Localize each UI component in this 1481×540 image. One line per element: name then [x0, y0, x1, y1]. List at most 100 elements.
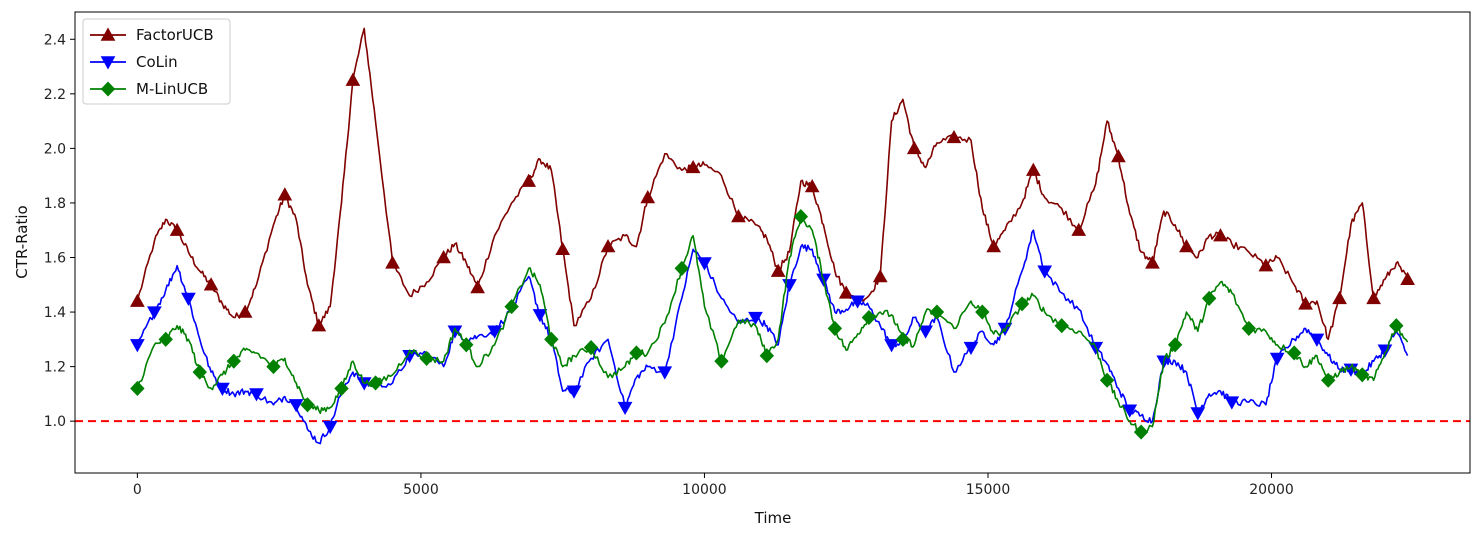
legend-entry: M-LinUCB — [90, 80, 208, 98]
series-factorucb — [130, 27, 1415, 341]
data-point — [147, 306, 162, 320]
series-line — [136, 229, 1409, 445]
data-point — [804, 179, 820, 193]
data-point — [1287, 345, 1302, 361]
y-axis-title: CTR-Ratio — [13, 205, 31, 278]
data-point — [759, 348, 775, 364]
data-point — [1111, 149, 1126, 163]
data-point — [311, 318, 327, 332]
data-point — [850, 295, 865, 309]
data-point — [1389, 318, 1404, 334]
y-tick-label: 1.0 — [44, 414, 66, 430]
data-point — [1190, 407, 1206, 421]
x-tick-label: 20000 — [1249, 482, 1294, 498]
axes-layer: 0 5000 10000 15000 20000 1.0 1.2 1.4 1.6 1.8 2.0 2.… — [44, 11, 1471, 498]
data-point — [322, 420, 338, 435]
legend-swatch-marker — [100, 27, 116, 41]
data-point — [793, 209, 809, 225]
data-point — [838, 285, 854, 299]
x-axis-title: Time — [754, 509, 792, 527]
data-point — [459, 337, 474, 353]
data-point — [1167, 337, 1183, 353]
data-point — [300, 397, 315, 413]
data-point — [419, 350, 434, 366]
legend-swatch-marker — [100, 56, 116, 70]
data-point — [203, 277, 219, 291]
data-point — [884, 339, 899, 353]
data-point — [249, 388, 264, 402]
data-point — [714, 353, 729, 369]
data-point — [1133, 424, 1149, 440]
data-point — [345, 72, 361, 86]
data-point — [334, 380, 349, 396]
data-point — [504, 299, 519, 315]
data-point — [827, 320, 843, 336]
data-point — [1054, 318, 1069, 334]
y-tick-label: 1.4 — [44, 305, 66, 321]
series-line — [136, 27, 1409, 341]
data-point — [1224, 396, 1240, 410]
legend-label: FactorUCB — [136, 26, 214, 44]
data-point — [1179, 239, 1194, 253]
data-point — [555, 241, 571, 256]
data-point — [1014, 296, 1030, 312]
legend-entry: CoLin — [90, 53, 178, 71]
data-point — [1099, 372, 1115, 388]
legend-swatch-marker — [100, 81, 116, 97]
data-point — [895, 331, 911, 347]
legend-entry: FactorUCB — [90, 26, 214, 44]
y-tick-label: 2.4 — [44, 32, 66, 48]
data-point — [277, 187, 293, 201]
data-point — [1026, 162, 1041, 176]
data-point — [861, 309, 877, 326]
data-point — [600, 239, 616, 253]
data-point — [368, 375, 383, 391]
data-point — [1366, 290, 1381, 305]
x-tick-label: 10000 — [682, 482, 727, 498]
data-point — [674, 260, 689, 276]
y-tick-label: 1.8 — [44, 196, 66, 212]
data-point — [697, 257, 712, 271]
data-point — [975, 304, 990, 320]
data-point — [532, 309, 548, 323]
data-point — [544, 331, 559, 347]
data-point — [288, 399, 304, 413]
data-point — [1309, 333, 1325, 347]
data-point — [1241, 320, 1257, 336]
data-point — [1298, 296, 1313, 310]
data-point — [1400, 271, 1415, 286]
data-point — [617, 401, 633, 416]
data-point — [918, 325, 933, 339]
data-point — [986, 239, 1002, 253]
data-point — [130, 380, 145, 396]
data-point — [130, 339, 145, 353]
y-tick-label: 2.0 — [44, 141, 66, 157]
data-point — [1269, 352, 1285, 366]
data-point — [436, 249, 451, 264]
data-point — [521, 173, 537, 187]
legend-label: M-LinUCB — [136, 80, 208, 98]
data-point — [566, 385, 582, 399]
y-tick-label: 2.2 — [44, 87, 66, 103]
data-point — [181, 292, 196, 306]
data-point — [385, 255, 400, 269]
data-point — [748, 311, 763, 326]
data-point — [226, 353, 241, 369]
data-point — [470, 279, 485, 294]
data-point — [215, 382, 230, 396]
data-point — [929, 304, 945, 320]
data-point — [906, 140, 922, 155]
data-point — [1122, 404, 1138, 418]
legend-box — [82, 18, 231, 105]
legend-label: CoLin — [136, 53, 178, 71]
data-point — [657, 366, 673, 380]
data-point — [1332, 290, 1347, 305]
data-point — [731, 209, 746, 223]
y-tick-label: 1.2 — [44, 360, 66, 376]
x-tick-label: 0 — [133, 482, 142, 498]
y-tick-label: 1.6 — [44, 251, 66, 267]
data-point — [487, 325, 502, 339]
data-point — [770, 263, 786, 277]
